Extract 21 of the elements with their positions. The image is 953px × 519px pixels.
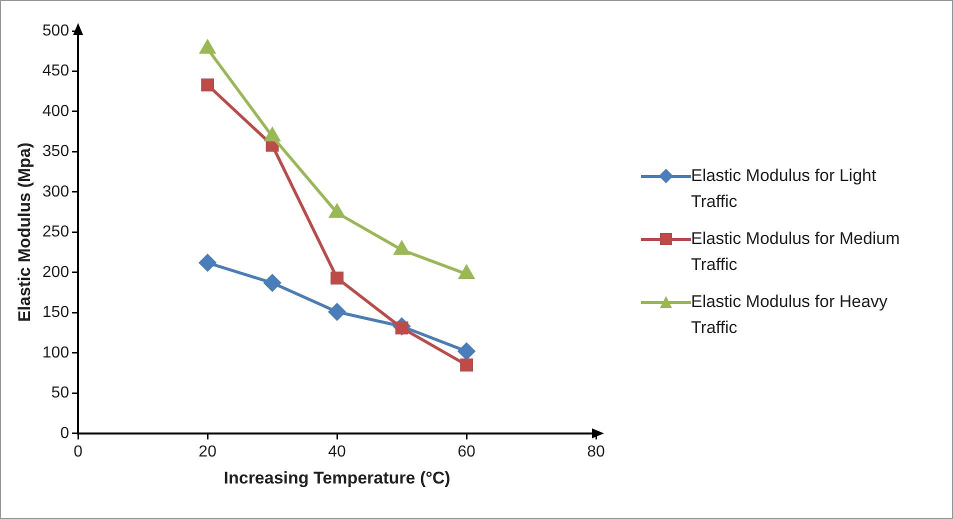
y-tick-label: 100	[42, 344, 70, 362]
legend-label: Elastic Modulus for Medium Traffic	[691, 228, 901, 276]
x-tick-label: 40	[328, 443, 346, 460]
y-tick-label: 250	[42, 224, 70, 241]
y-tick-label: 400	[42, 102, 70, 120]
y-tick-label: 500	[42, 22, 70, 40]
legend-label: Elastic Modulus for Heavy Traffic	[691, 291, 889, 339]
y-axis-title: Elastic Modulus (Mpa)	[14, 142, 34, 322]
legend-label: Elastic Modulus for Light Traffic	[691, 165, 878, 213]
x-tick-label: 80	[587, 443, 605, 460]
x-tick-label: 0	[74, 443, 83, 460]
y-tick-label: 50	[51, 384, 70, 402]
x-axis-title: Increasing Temperature (°C)	[224, 468, 450, 488]
y-tick-label: 350	[42, 143, 70, 160]
x-tick-label: 20	[198, 443, 217, 460]
y-tick-label: 200	[42, 264, 70, 281]
y-tick-label: 300	[42, 183, 70, 200]
x-tick-label: 60	[458, 443, 476, 460]
y-tick-label: 0	[60, 424, 70, 442]
y-tick-label: 150	[42, 304, 70, 322]
y-tick-label: 450	[42, 62, 70, 80]
